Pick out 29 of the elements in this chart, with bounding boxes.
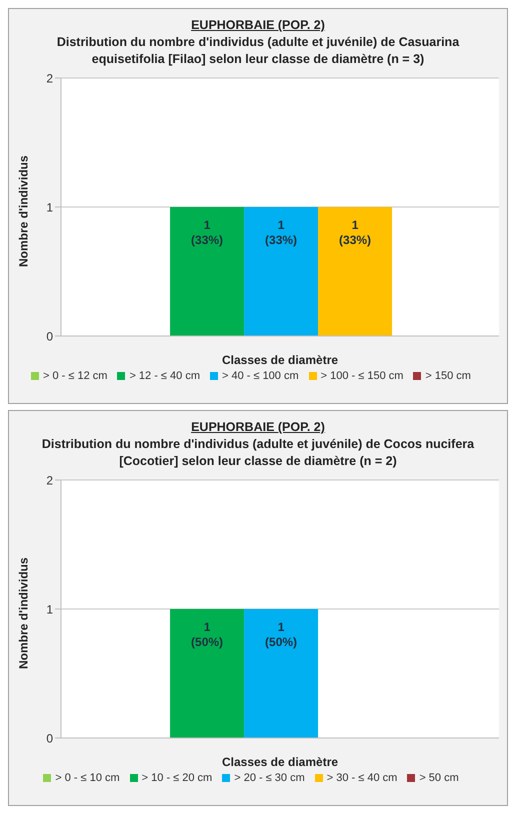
legend-label: > 0 - ≤ 10 cm xyxy=(55,772,120,784)
legend-label: > 0 - ≤ 12 cm xyxy=(43,370,108,382)
y-tick-label: 2 xyxy=(46,71,54,86)
data-label: 1 (33%) xyxy=(191,218,224,247)
x-axis-title: Classes de diamètre xyxy=(222,353,338,367)
legend-label: > 12 - ≤ 40 cm xyxy=(129,370,200,382)
data-label: 1 (50%) xyxy=(265,620,298,649)
chart-subtitle: Distribution du nombre d'individus (adulte et juvénile) de Casuarina equisetifolia [Filao] selon leur classe de diamètre (n = 3) xyxy=(56,34,460,68)
data-label: 1 (33%) xyxy=(265,218,298,247)
legend-label: > 40 - ≤ 100 cm xyxy=(222,370,299,382)
legend-label: > 100 - ≤ 150 cm xyxy=(320,370,404,382)
chart-title: EUPHORBAIE (POP. 2) xyxy=(190,419,326,436)
y-tick-label: 1 xyxy=(46,200,54,214)
y-axis-title: Nombre d'individus xyxy=(16,557,30,669)
chart-title: EUPHORBAIE (POP. 2) xyxy=(190,17,326,34)
x-axis-title: Classes de diamètre xyxy=(222,755,338,769)
y-tick-label: 1 xyxy=(46,602,54,616)
y-axis-title: Nombre d'individus xyxy=(16,155,30,267)
legend-label: > 150 cm xyxy=(425,370,471,382)
y-tick-label: 0 xyxy=(46,329,54,344)
data-label: 1 (50%) xyxy=(191,620,224,649)
legend-label: > 30 - ≤ 40 cm xyxy=(326,772,398,784)
legend-label: > 50 cm xyxy=(419,772,459,784)
data-label: 1 (33%) xyxy=(339,218,372,247)
y-tick-label: 2 xyxy=(46,473,54,488)
y-tick-label: 0 xyxy=(46,731,54,746)
chart-subtitle: Distribution du nombre d'individus (adulte et juvénile) de Cocos nucifera [Cocotier] selon leur classe de diamètre (n = 2) xyxy=(40,436,476,470)
legend-label: > 10 - ≤ 20 cm xyxy=(142,772,212,784)
legend-label: > 20 - ≤ 30 cm xyxy=(234,772,305,784)
